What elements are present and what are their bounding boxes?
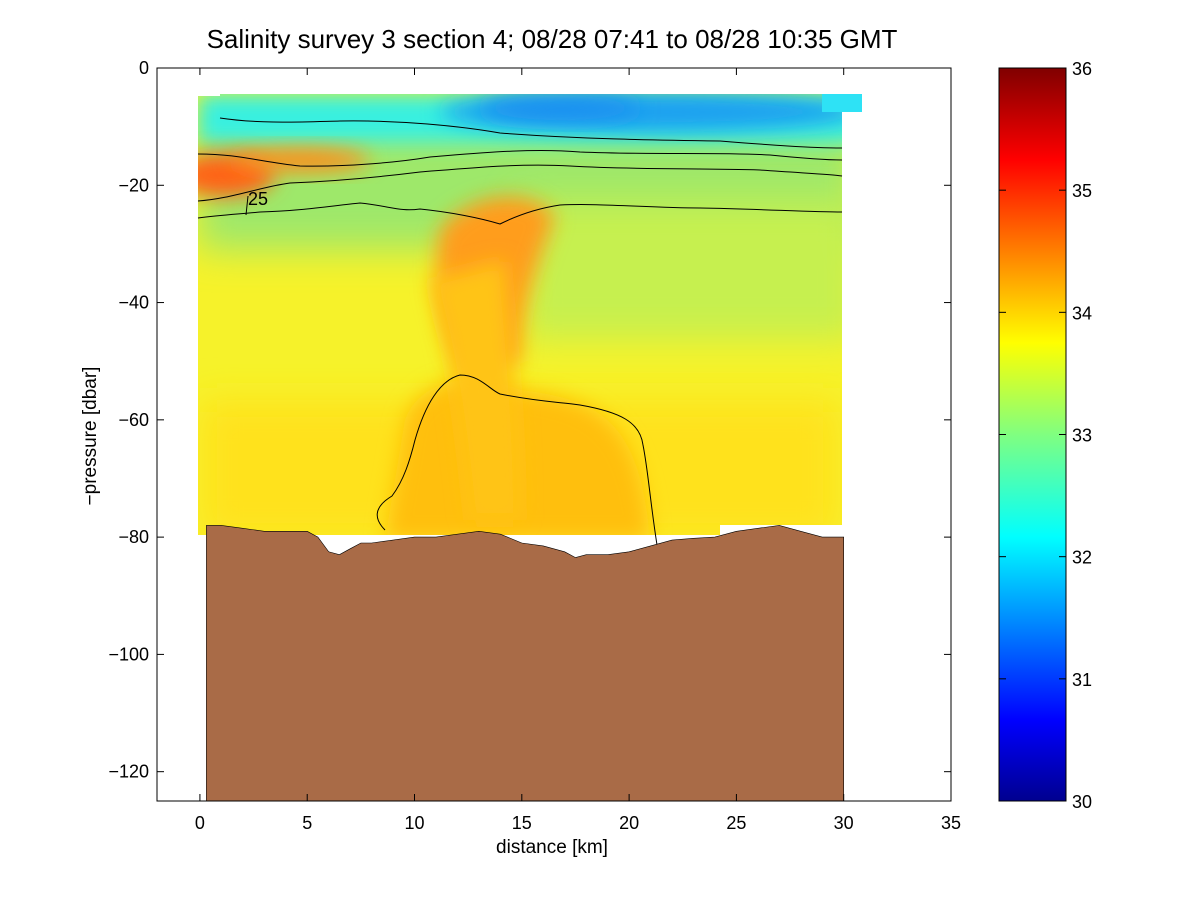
y-tick-label: −100 (108, 644, 149, 664)
contour-line (197, 202, 843, 225)
colorbar-tick-label: 34 (1072, 303, 1092, 323)
colorbar-tick-label: 32 (1072, 548, 1092, 568)
y-tick-label: −40 (118, 293, 149, 313)
contour-label: 25 (248, 189, 268, 209)
y-tick-label: −80 (118, 527, 149, 547)
plot-frame (156, 67, 952, 802)
y-tick-label: −120 (108, 762, 149, 782)
colorbar-tick-label: 35 (1072, 181, 1092, 201)
x-tick-label: 25 (726, 813, 746, 833)
y-tick-label: −20 (118, 175, 149, 195)
contour-line (219, 117, 843, 149)
salinity-field (198, 94, 862, 535)
x-tick-label: 15 (512, 813, 532, 833)
x-tick-label: 35 (941, 813, 961, 833)
y-tick-label: −60 (118, 410, 149, 430)
x-tick-label: 10 (404, 813, 424, 833)
x-tick-label: 5 (302, 813, 312, 833)
contour-line (376, 374, 658, 546)
x-axis: 0 5 10 15 20 25 30 35 (195, 68, 961, 833)
x-tick-label: 0 (195, 813, 205, 833)
colorbar-tick-label: 36 (1072, 59, 1092, 79)
colorbar-tick-label: 33 (1072, 426, 1092, 446)
y-axis: 0 −20 −40 −60 −80 −100 −120 (108, 58, 951, 782)
colorbar (998, 67, 1067, 802)
chart-title: Salinity survey 3 section 4; 08/28 07:41… (207, 24, 898, 54)
x-tick-label: 30 (834, 813, 854, 833)
x-tick-label: 20 (619, 813, 639, 833)
contour-line (245, 195, 249, 216)
contour-lines (197, 117, 843, 546)
contour-line (197, 150, 843, 167)
seafloor (206, 525, 845, 802)
colorbar-tick-label: 31 (1072, 670, 1092, 690)
colorbar-ticks: 30 31 32 33 34 35 36 (999, 59, 1092, 812)
colorbar-tick-label: 30 (1072, 792, 1092, 812)
y-axis-label: −pressure [dbar] (80, 367, 101, 506)
contour-line (197, 164, 843, 202)
x-axis-label: distance [km] (496, 837, 608, 858)
y-tick-label: 0 (139, 58, 149, 78)
